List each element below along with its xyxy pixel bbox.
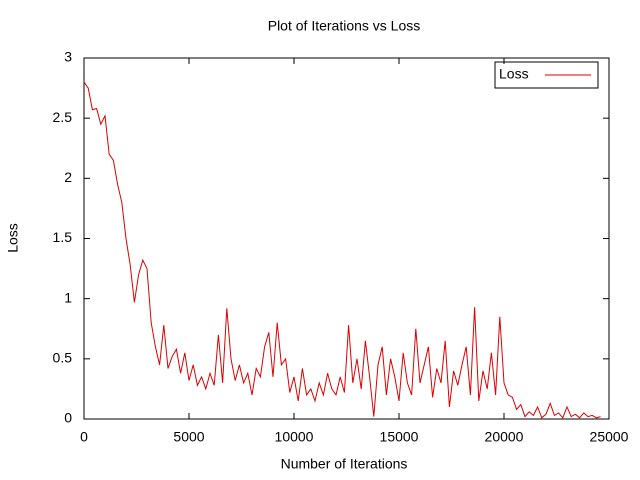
y-tick-label: 0	[64, 410, 72, 426]
x-tick-label: 25000	[590, 429, 629, 445]
y-tick-label: 2.5	[53, 109, 73, 125]
chart-title: Plot of Iterations vs Loss	[268, 18, 421, 34]
legend-label: Loss	[499, 66, 529, 82]
y-tick-label: 0.5	[53, 350, 73, 366]
loss-line	[83, 81, 601, 419]
y-tick-label: 1	[64, 289, 72, 305]
x-tick-label: 0	[80, 429, 88, 445]
x-axis-label: Number of Iterations	[281, 456, 408, 472]
y-tick-label: 1.5	[53, 229, 73, 245]
x-tick-label: 15000	[380, 429, 419, 445]
y-tick-label: 2	[64, 169, 72, 185]
y-tick-label: 3	[64, 49, 72, 65]
x-tick-label: 10000	[275, 429, 314, 445]
x-tick-label: 5000	[173, 429, 204, 445]
x-tick-label: 20000	[485, 429, 524, 445]
y-axis-label: Loss	[5, 223, 21, 253]
